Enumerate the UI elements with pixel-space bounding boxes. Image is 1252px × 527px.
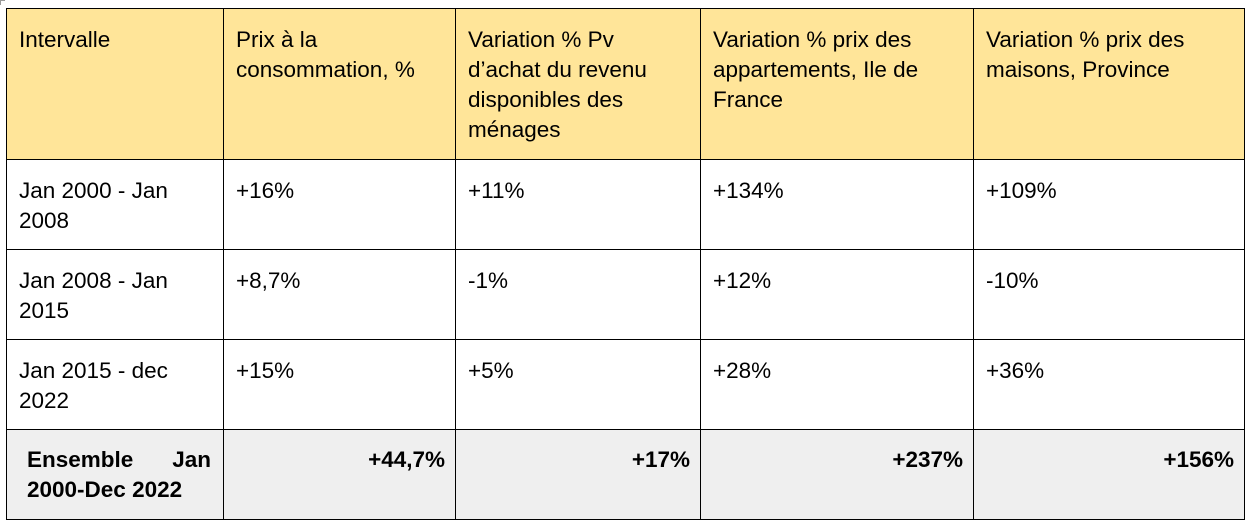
row-value-cell: +134% [700, 159, 974, 250]
row-value-cell: +36% [973, 339, 1245, 430]
table-header-row: Intervalle Prix à la consommation, % Var… [6, 8, 1245, 160]
header-prix-appartements-idf: Variation % prix des appartements, Ile d… [700, 8, 974, 160]
row-value-cell: -1% [455, 249, 701, 340]
table-row: Jan 2015 - dec 2022 +15% +5% +28% +36% [6, 339, 1245, 430]
row-interval-cell: Jan 2000 - Jan 2008 [6, 159, 224, 250]
header-prix-consommation: Prix à la consommation, % [223, 8, 456, 160]
page-corner-mark [0, 0, 5, 5]
header-prix-maisons-province: Variation % prix des maisons, Province [973, 8, 1245, 160]
row-value-cell: +11% [455, 159, 701, 250]
total-value-cell: +44,7% [223, 429, 456, 520]
table-row: Jan 2000 - Jan 2008 +16% +11% +134% +109… [6, 159, 1245, 250]
header-intervalle: Intervalle [6, 8, 224, 160]
price-variation-table: Intervalle Prix à la consommation, % Var… [6, 8, 1245, 520]
total-value-cell: +156% [973, 429, 1245, 520]
table-total-row: Ensemble Jan 2000-Dec 2022 +44,7% +17% +… [6, 429, 1245, 520]
total-label-cell: Ensemble Jan 2000-Dec 2022 [6, 429, 224, 520]
row-value-cell: +28% [700, 339, 974, 430]
row-value-cell: +109% [973, 159, 1245, 250]
total-value-cell: +237% [700, 429, 974, 520]
row-interval-cell: Jan 2015 - dec 2022 [6, 339, 224, 430]
total-value-cell: +17% [455, 429, 701, 520]
row-value-cell: -10% [973, 249, 1245, 340]
header-pouvoir-achat: Variation % Pv d’achat du revenu disponi… [455, 8, 701, 160]
row-value-cell: +16% [223, 159, 456, 250]
row-value-cell: +15% [223, 339, 456, 430]
table-row: Jan 2008 - Jan 2015 +8,7% -1% +12% -10% [6, 249, 1245, 340]
row-interval-cell: Jan 2008 - Jan 2015 [6, 249, 224, 340]
row-value-cell: +8,7% [223, 249, 456, 340]
row-value-cell: +12% [700, 249, 974, 340]
row-value-cell: +5% [455, 339, 701, 430]
